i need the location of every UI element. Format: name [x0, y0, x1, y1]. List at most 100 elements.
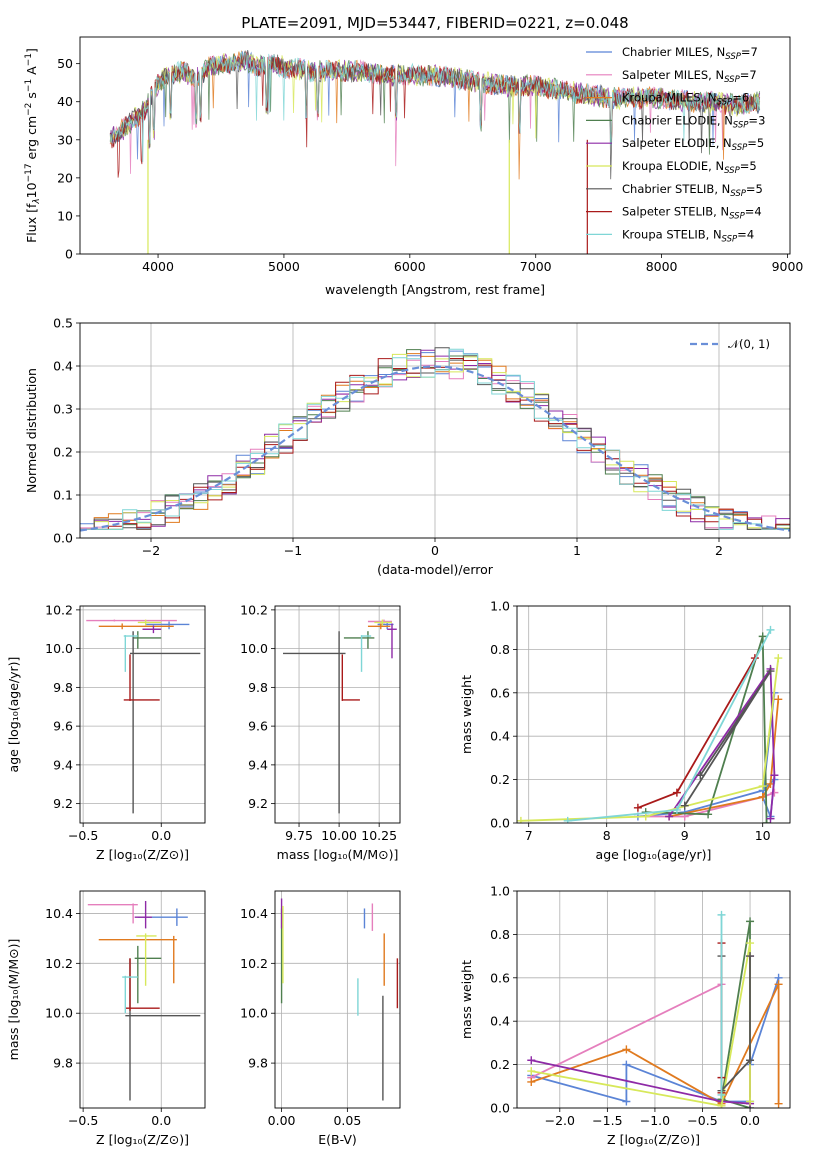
y-axis-label-part: −1: [24, 53, 34, 66]
plot-area: [283, 619, 397, 814]
legend-nssp-sub: SSP: [724, 75, 740, 85]
y-tick-label: 10.2: [45, 956, 73, 971]
legend-nssp-sub: SSP: [729, 212, 745, 222]
axes-frame: [516, 890, 791, 1109]
y-axis-label-part: −2: [24, 103, 34, 116]
legend-nssp-label: N: [723, 136, 732, 150]
legend-sep: ,: [714, 182, 721, 196]
weight-marker: [527, 1067, 536, 1076]
y-axis-label: Flux [fλ10−17 erg cm−2 s−1 A−1]: [24, 48, 42, 243]
plot-area: [527, 910, 783, 1108]
y-tick-label: 0.4: [490, 729, 510, 744]
y-tick-label: 0.1: [53, 488, 73, 503]
weight-marker: [770, 771, 779, 780]
legend-nssp-eq: =: [732, 91, 742, 105]
x-tick-label: 7000: [520, 259, 552, 274]
panel-spectrum: 4000 5000 6000 7000 8000 9000 0 10 20 30 40 50 Flux …: [24, 36, 803, 297]
y-tick-label: 30: [57, 132, 73, 147]
weight-marker: [563, 816, 572, 823]
weight-marker: [633, 803, 642, 812]
weight-marker: [622, 1097, 631, 1106]
y-axis-label-part: ]: [24, 48, 39, 53]
x-axis-label: mass [log₁₀(M/M⊙)]: [277, 847, 399, 862]
x-tick-label: 8: [603, 828, 611, 843]
plot-area: [280, 898, 399, 1101]
weight-marker: [774, 980, 783, 989]
weight-marker: [672, 788, 681, 797]
x-tick-label: 6000: [394, 259, 426, 274]
legend-nssp-eq: =: [740, 159, 750, 173]
y-tick-label: 0.5: [53, 316, 73, 331]
weight-line-series-5: [531, 956, 751, 1105]
x-tick-label: 0: [431, 543, 439, 558]
y-tick-label: 9.4: [53, 757, 73, 772]
legend-nssp-eq: =: [737, 227, 747, 241]
weight-marker: [746, 917, 755, 926]
legend-name: Salpeter MILES: [622, 68, 708, 82]
y-tick-label: 9.2: [53, 796, 73, 811]
y-tick-label: 0.2: [490, 1057, 510, 1072]
y-tick-label: 0: [65, 247, 73, 262]
legend-nssp-eq: =: [740, 68, 750, 82]
weight-marker: [696, 771, 705, 780]
y-tick-label: 0.0: [490, 1101, 510, 1116]
legend-entry-5: Salpeter ELODIE, NSSP=5: [622, 136, 764, 153]
y-tick-label: 10: [57, 208, 73, 223]
x-tick-label: −0.5: [68, 828, 98, 843]
y-tick-label: 10.4: [240, 906, 268, 921]
y-tick-label: 0.2: [53, 445, 73, 460]
legend-nssp-sub: SSP: [722, 234, 738, 244]
weight-marker: [717, 1101, 726, 1108]
legend-nssp-eq: =: [747, 136, 757, 150]
plot-area: [87, 900, 201, 1101]
figure-title: PLATE=2091, MJD=53447, FIBERID=0221, z=0…: [241, 14, 628, 32]
y-tick-label: 9.8: [248, 680, 268, 695]
legend-name: Kroupa MILES: [622, 91, 701, 105]
legend-nssp-eq: =: [748, 113, 758, 127]
x-tick-label: −1: [284, 543, 302, 558]
legend-name: Chabrier ELODIE: [622, 113, 717, 127]
legend-nssp-value: 7: [749, 68, 756, 82]
weight-marker: [762, 819, 771, 823]
x-tick-label: 0.0: [151, 1113, 171, 1128]
panel-age_vs_mass: 9.75 10.00 10.25 9.2 9.4 9.6 9.8 10.0 10.2 mass […: [240, 602, 401, 862]
y-tick-label: 10.0: [45, 641, 73, 656]
x-tick-label: −1.5: [592, 1113, 622, 1128]
plot-area: [80, 347, 790, 532]
x-tick-label: 8000: [646, 259, 678, 274]
y-tick-label: 10.2: [240, 602, 268, 617]
y-axis-label: Normed distribution: [24, 368, 39, 493]
x-tick-label: −1.0: [640, 1113, 670, 1128]
y-tick-label: 9.6: [248, 719, 268, 734]
legend-nssp-label: N: [715, 68, 724, 82]
legend-nssp-value: 3: [758, 113, 765, 127]
panel-mass_vs_Z: −0.5 0.0 9.8 10.0 10.2 10.4 Z [log₁₀(Z/Z⊙)] mas…: [6, 890, 206, 1147]
y-axis-label-part: Flux [f: [24, 203, 39, 243]
y-tick-label: 10.4: [45, 906, 73, 921]
x-tick-label: 10: [755, 828, 771, 843]
y-tick-label: 0.4: [490, 1014, 510, 1029]
y-tick-label: 10.0: [240, 641, 268, 656]
legend-nssp-value: 5: [757, 136, 764, 150]
axes-frame: [516, 605, 791, 824]
legend-entry-6: Kroupa ELODIE, NSSP=5: [622, 159, 757, 176]
legend-nssp-value: 5: [749, 159, 756, 173]
y-tick-label: 10.0: [240, 1006, 268, 1021]
y-tick-label: 0.4: [53, 359, 73, 374]
legend-nssp-label: N: [715, 159, 724, 173]
y-axis-label: age [log₁₀(age/yr)]: [6, 657, 21, 773]
x-tick-label: 10.25: [361, 828, 397, 843]
y-tick-label: 0.3: [53, 402, 73, 417]
x-tick-label: 4000: [142, 259, 174, 274]
weight-marker: [517, 816, 525, 823]
y-tick-label: 10.2: [45, 602, 73, 617]
y-tick-label: 0.2: [490, 772, 510, 787]
y-axis-label-part: −17: [24, 163, 34, 182]
x-tick-label: −0.5: [68, 1113, 98, 1128]
weight-marker: [672, 805, 681, 814]
legend-name: Kroupa STELIB: [622, 227, 706, 241]
y-axis-label-part: erg cm: [24, 116, 39, 164]
legend-name: Chabrier MILES: [622, 45, 709, 59]
legend-entry-1: Chabrier MILES, NSSP=7: [622, 45, 758, 62]
